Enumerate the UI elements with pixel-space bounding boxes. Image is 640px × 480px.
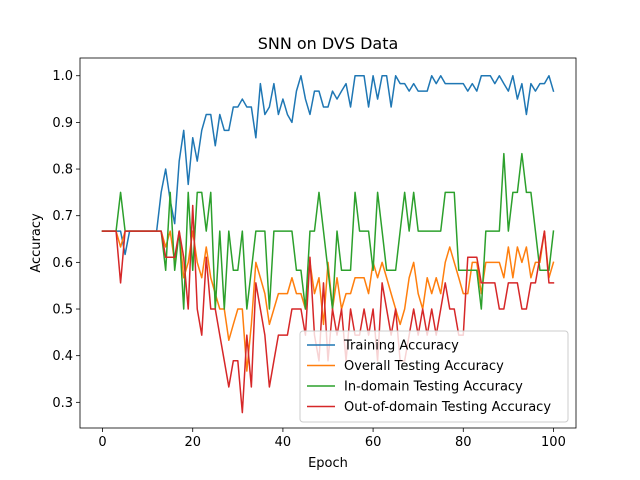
legend-box — [299, 330, 569, 423]
x-axis: 0 20 40 60 80 100 — [98, 428, 566, 450]
legend-label-4: Out-of-domain Testing Accuracy — [344, 400, 551, 415]
legend-label-2: Overall Testing Accuracy — [344, 359, 504, 374]
y-tick-label: 0.7 — [52, 209, 73, 224]
legend: Training Accuracy Overall Testing Accurac… — [299, 330, 569, 423]
series-line-1 — [101, 74, 555, 256]
y-tick-label: 0.9 — [52, 116, 73, 131]
legend-label-3: In-domain Testing Accuracy — [344, 380, 523, 395]
y-tick-label: 0.6 — [52, 256, 73, 271]
y-tick-label: 1.0 — [52, 69, 73, 84]
x-tick-label: 60 — [365, 435, 382, 450]
y-tick-label: 0.4 — [52, 349, 73, 364]
y-axis: 0.3 0.4 0.5 0.6 0.7 0.8 0.9 1.0 — [52, 69, 80, 411]
x-tick-label: 40 — [275, 435, 292, 450]
y-tick-label: 0.3 — [52, 396, 73, 411]
y-axis-label: Accuracy — [29, 213, 44, 273]
y-tick-label: 0.8 — [52, 163, 73, 178]
x-tick-label: 20 — [184, 435, 201, 450]
chart-title: SNN on DVS Data — [258, 34, 399, 53]
plot-frame — [79, 57, 577, 429]
x-tick-label: 100 — [541, 435, 566, 450]
x-axis-label: Epoch — [308, 456, 348, 471]
x-tick-label: 0 — [98, 435, 106, 450]
legend-label-1: Training Accuracy — [343, 339, 459, 354]
y-tick-label: 0.5 — [52, 303, 73, 318]
x-tick-label: 80 — [455, 435, 472, 450]
